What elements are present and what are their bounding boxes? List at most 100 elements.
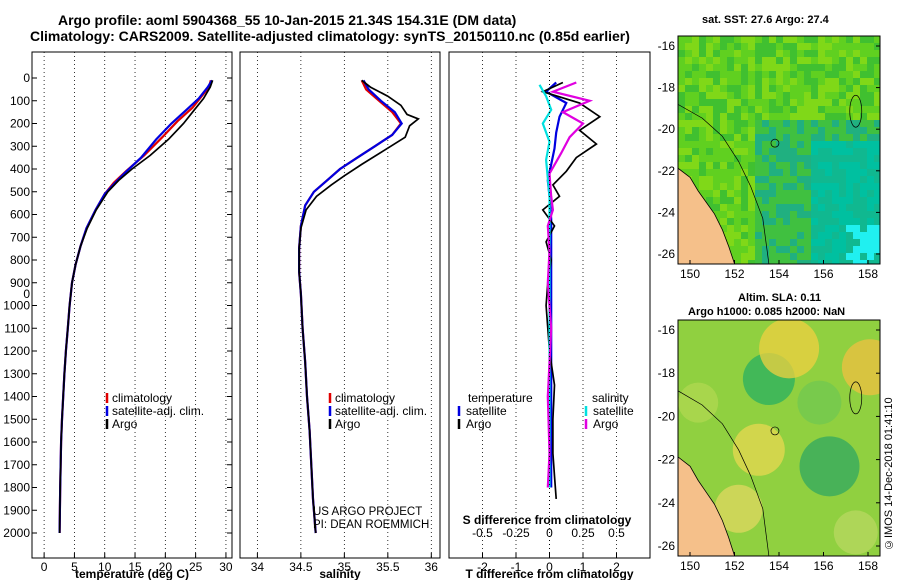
x-tick-label: 1 — [580, 560, 587, 574]
sla-feature — [799, 436, 860, 497]
lon-tick-label: 150 — [680, 559, 700, 573]
y-tick-label: 600 — [10, 208, 30, 222]
credit-line-2: PI: DEAN ROEMMICH — [313, 519, 429, 531]
legend-label: satellite-adj. clim. — [112, 404, 204, 418]
x-axis-label: temperature (deg C) — [75, 567, 189, 580]
x-axis-label-salinity: S difference from climatology — [463, 513, 632, 527]
y-tick-label: 1600 — [3, 435, 30, 449]
sla-feature — [732, 423, 785, 476]
y-tick-label: 1100 — [4, 321, 30, 335]
map-bottom-title-2: Argo h1000: 0.085 h2000: NaN — [688, 306, 846, 318]
lon-tick-label: 152 — [724, 267, 744, 281]
y-tick-label: 800 — [10, 253, 30, 267]
figure-title-line2: Climatology: CARS2009. Satellite-adjuste… — [30, 28, 630, 44]
map-top-title: sat. SST: 27.6 Argo: 27.4 — [702, 14, 829, 26]
difference-panel-extras: -0.5-0.2500.250.5S difference from clima… — [457, 52, 634, 558]
argo-position-marker — [770, 426, 780, 436]
land-mass — [678, 167, 736, 264]
argo-position-marker — [770, 138, 780, 148]
lat-tick-label: -16 — [658, 323, 676, 337]
lat-tick-label: -16 — [658, 39, 676, 53]
y-tick-label: 1300 — [3, 367, 30, 381]
y-tick-label: 900 — [10, 276, 30, 290]
y-tick-label: 2000 — [3, 526, 30, 540]
sst-map-field — [678, 36, 880, 264]
x-tick-label: 2 — [613, 560, 620, 574]
lon-tick-label: 154 — [769, 559, 789, 573]
x-tick-label: -1 — [511, 560, 522, 574]
y-tick-label: 0 — [23, 287, 30, 301]
sla-feature — [841, 339, 880, 396]
x-tick-label: 30 — [219, 560, 233, 574]
map-bottom-title-1: Altim. SLA: 0.11 — [738, 292, 822, 304]
y-tick-label: 200 — [10, 117, 30, 131]
lat-tick-label: -24 — [658, 496, 676, 510]
lat-tick-label: -26 — [658, 539, 676, 553]
x-tick-label: 34 — [251, 560, 265, 574]
lon-tick-label: 150 — [680, 267, 700, 281]
lat-tick-label: -22 — [658, 164, 676, 178]
depth-axis-labels: 0 100 200 300 400 500 600 700 800 900 1000 1100 1200… — [3, 71, 30, 540]
sla-feature — [797, 380, 842, 425]
x-tick-label: 0 — [546, 560, 553, 574]
sla-feature — [714, 484, 763, 533]
x-top-tick-label: -0.25 — [502, 526, 530, 540]
x-tick-label: -2 — [477, 560, 488, 574]
legend-right-title: salinity — [592, 391, 629, 405]
depth-contour — [678, 390, 770, 556]
land-mass — [678, 456, 736, 556]
y-tick-label: 1900 — [3, 503, 30, 517]
sla-feature — [833, 510, 878, 555]
legend-left-title: temperature — [468, 391, 533, 405]
x-tick-label: 15 — [128, 560, 142, 574]
x-tick-label: 0 — [41, 560, 48, 574]
legend-label: climatology — [112, 391, 172, 405]
series-line-salinity-argo — [546, 81, 594, 488]
y-tick-label: 1000 — [3, 299, 30, 313]
legend-label: satellite-adj. clim. — [335, 404, 427, 418]
sla-map: -16 -18 -20 -22 -24 -26 150 152 154 156 158 — [658, 319, 881, 573]
panel-frame — [31, 51, 233, 559]
legend-label: satellite — [466, 404, 507, 418]
y-tick-label: 300 — [10, 139, 30, 153]
series-line-argo — [58, 80, 214, 534]
y-tick-label: 500 — [10, 185, 30, 199]
y-tick-label: 0 — [23, 71, 30, 85]
x-tick-label: 10 — [98, 560, 112, 574]
series-line-argo — [298, 79, 420, 534]
legend-label: Argo — [112, 417, 138, 431]
lon-tick-label: 158 — [858, 267, 878, 281]
profile-panel-1: 0 5 10 15 20 25 30 temperature (deg C) — [31, 51, 233, 580]
sla-map-field — [678, 320, 880, 556]
x-axis-label: T difference from climatology — [465, 567, 633, 580]
x-top-tick-label: 0.25 — [571, 526, 595, 540]
lon-tick-label: 158 — [858, 559, 878, 573]
depth-contour — [678, 104, 770, 264]
x-tick-label: 34.5 — [289, 560, 313, 574]
x-tick-label: 36 — [425, 560, 439, 574]
reef-contour — [849, 94, 863, 128]
y-tick-label: 100 — [10, 94, 30, 108]
reef-contour — [849, 381, 863, 415]
x-top-tick-label: 0.5 — [608, 526, 625, 540]
lon-tick-label: 154 — [769, 267, 789, 281]
sla-feature — [759, 320, 820, 379]
lat-tick-label: -26 — [658, 247, 676, 261]
x-axis-label: salinity — [319, 567, 361, 580]
lat-tick-label: -24 — [658, 205, 676, 219]
lon-tick-label: 156 — [813, 267, 833, 281]
lon-tick-label: 156 — [813, 559, 833, 573]
x-tick-label: 35 — [338, 560, 352, 574]
lat-tick-label: -20 — [658, 122, 676, 136]
legend-label: Argo — [335, 417, 361, 431]
y-tick-label: 1500 — [3, 412, 30, 426]
legend-label: Argo — [466, 417, 492, 431]
x-top-tick-label: -0.5 — [472, 526, 493, 540]
legend-label: Argo — [593, 417, 619, 431]
lon-tick-label: 152 — [724, 559, 744, 573]
y-tick-label: 400 — [10, 162, 30, 176]
lat-tick-label: -22 — [658, 453, 676, 467]
